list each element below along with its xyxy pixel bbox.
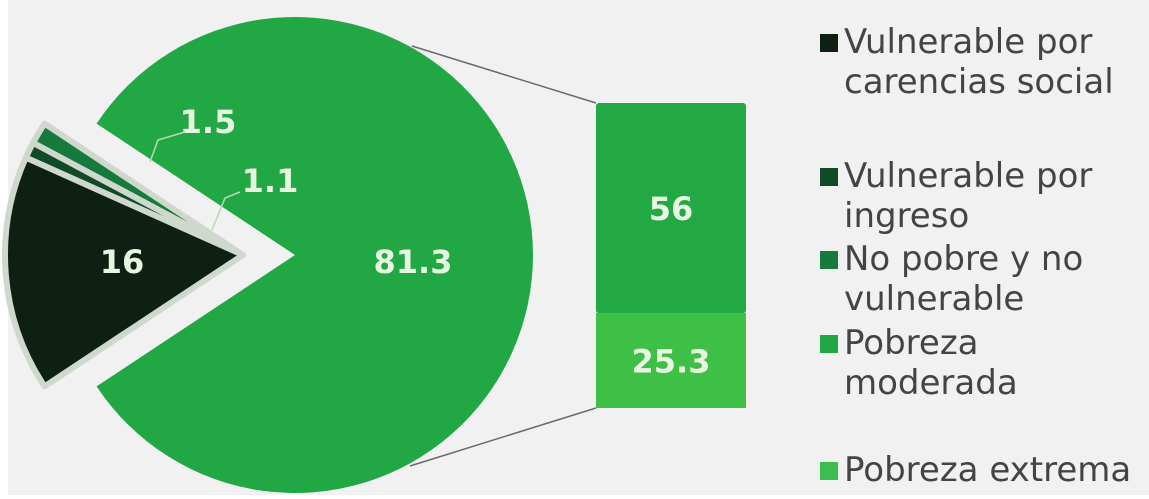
legend-label-line: carencias social bbox=[844, 62, 1114, 102]
leader-line bbox=[211, 191, 241, 231]
legend-label-line: ingreso bbox=[844, 196, 970, 236]
legend-swatch bbox=[820, 34, 838, 52]
legend-label-line: Pobreza extrema bbox=[844, 450, 1132, 490]
pie-data-label: 81.3 bbox=[374, 243, 453, 281]
pie-data-label: 1.1 bbox=[242, 162, 299, 200]
pie-slice bbox=[96, 17, 533, 494]
legend-item-pobreza-moderada: Pobreza moderada bbox=[818, 323, 1144, 403]
pie-data-label: 16 bbox=[100, 243, 145, 281]
pie-data-label: 1.5 bbox=[180, 103, 237, 141]
legend-item-vulnerable-carencias: Vulnerable por carencias social bbox=[818, 22, 1114, 102]
legend-label-line: Pobreza moderada bbox=[844, 323, 1018, 403]
leader-line bbox=[149, 131, 186, 163]
legend-swatch bbox=[820, 251, 838, 269]
bar-segment bbox=[596, 103, 746, 314]
legend-item-vulnerable-ingreso: Vulnerable por ingreso bbox=[818, 156, 1092, 236]
connector-line-bottom bbox=[409, 407, 597, 467]
pie-slice bbox=[2, 154, 246, 390]
legend-label-line: vulnerable bbox=[844, 279, 1025, 319]
legend-item-no-pobre: No pobre y no vulnerable bbox=[818, 239, 1083, 319]
legend-label-line: Vulnerable por bbox=[844, 156, 1093, 196]
legend-swatch bbox=[820, 462, 838, 480]
legend-item-pobreza-extrema: Pobreza extrema bbox=[818, 450, 1131, 490]
bar-segment-label: 56 bbox=[649, 190, 694, 228]
connector-line-top bbox=[411, 45, 597, 104]
legend-swatch bbox=[820, 335, 838, 353]
legend-label-line: No pobre y no bbox=[844, 239, 1084, 279]
legend-label-line: Vulnerable por bbox=[844, 22, 1093, 62]
bar-segment bbox=[596, 313, 746, 408]
legend-swatch bbox=[820, 168, 838, 186]
bar-segment-label: 25.3 bbox=[632, 343, 711, 381]
